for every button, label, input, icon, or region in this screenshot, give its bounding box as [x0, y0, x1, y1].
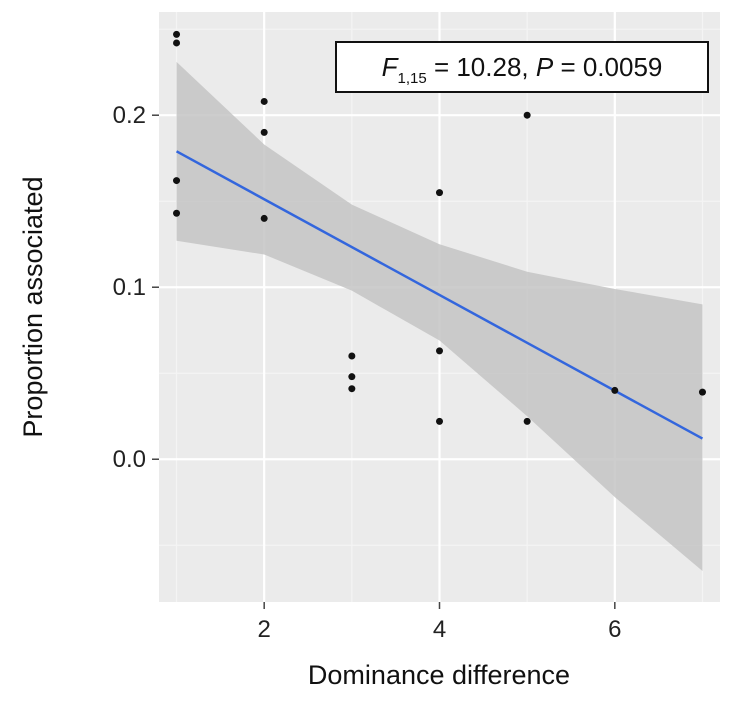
data-point [173, 39, 181, 47]
data-point [348, 373, 356, 381]
y-axis-title: Proportion associated [18, 176, 48, 437]
data-points [173, 30, 706, 425]
data-point [436, 417, 443, 425]
x-axis-ticks: 2 4 6 [258, 602, 621, 643]
confidence-band [176, 61, 703, 572]
data-point [436, 189, 443, 197]
data-point [348, 385, 356, 393]
f-degrees-of-freedom: 1,15 [398, 70, 427, 87]
data-point [173, 30, 181, 38]
y-tick-label: 0.0 [113, 446, 146, 473]
data-point [173, 177, 181, 185]
data-point [348, 352, 356, 360]
x-axis-title: Dominance difference [308, 660, 570, 690]
stats-annotation: F1,15 = 10.28, P = 0.0059 [335, 41, 709, 93]
x-tick-label: 2 [258, 616, 271, 643]
data-point [698, 388, 706, 396]
y-axis-ticks: 0.0 0.1 0.2 [113, 102, 159, 473]
f-value-text: = 10.28, [427, 52, 536, 82]
y-tick-label: 0.2 [113, 102, 146, 129]
data-point [260, 97, 268, 105]
x-tick-label: 6 [608, 616, 621, 643]
data-point [260, 214, 268, 222]
data-point [260, 128, 268, 136]
x-tick-label: 4 [433, 616, 446, 643]
stats-annotation-text: F1,15 = 10.28, P = 0.0059 [382, 52, 663, 87]
f-symbol: F [382, 52, 400, 82]
data-point [173, 209, 181, 217]
data-point [523, 111, 531, 119]
data-point [523, 417, 531, 425]
data-point [436, 347, 443, 355]
p-symbol: P [536, 52, 554, 82]
y-tick-label: 0.1 [113, 274, 146, 301]
stats-annotation-box [335, 41, 709, 93]
p-value-text: = 0.0059 [553, 52, 662, 82]
data-point [611, 386, 619, 394]
